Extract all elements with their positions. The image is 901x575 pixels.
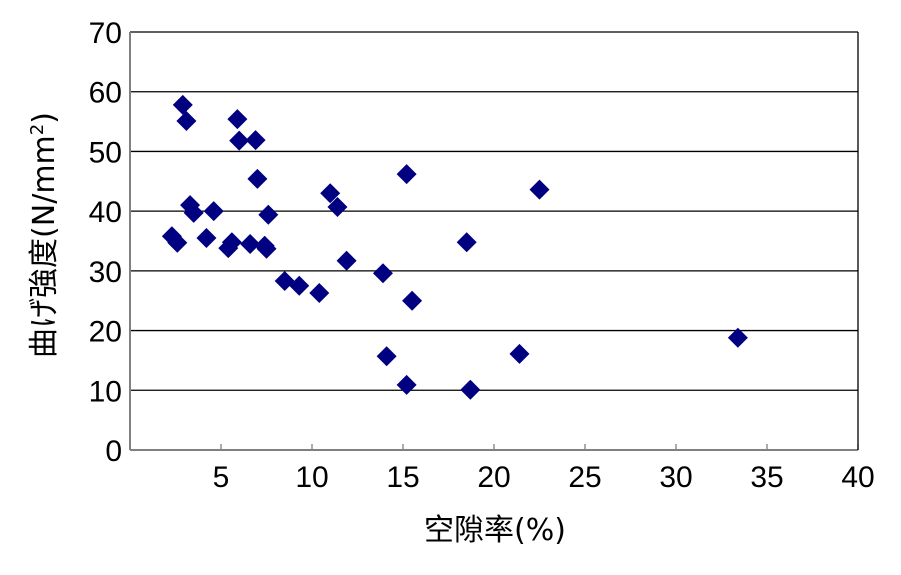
y-axis-label-suffix: )	[27, 112, 62, 124]
data-point	[167, 232, 188, 253]
x-tick-label: 35	[750, 461, 783, 494]
data-point	[229, 130, 250, 151]
data-point	[372, 263, 393, 284]
data-point	[529, 179, 550, 200]
data-point	[289, 275, 310, 296]
y-tick-label: 0	[105, 435, 122, 468]
y-tick-label: 30	[89, 256, 122, 289]
x-tick-label: 10	[295, 461, 328, 494]
data-point	[172, 94, 193, 115]
data-point	[396, 164, 417, 185]
data-point	[240, 233, 261, 254]
y-axis-label-superscript: 2	[27, 123, 48, 136]
data-point	[203, 201, 224, 222]
x-tick-label: 30	[659, 461, 692, 494]
x-tick-label: 15	[386, 461, 419, 494]
data-point	[247, 168, 268, 189]
x-tick-label: 20	[477, 461, 510, 494]
data-point	[245, 130, 266, 151]
data-point	[256, 238, 277, 259]
data-point	[258, 204, 279, 225]
data-point	[320, 183, 341, 204]
x-tick-label: 5	[213, 461, 230, 494]
data-point	[218, 238, 239, 259]
data-point	[727, 327, 748, 348]
data-point	[402, 290, 423, 311]
data-point	[327, 196, 348, 217]
y-axis-label-text: 曲げ強度(N/mm	[27, 135, 62, 358]
data-point	[509, 343, 530, 364]
data-point	[227, 109, 248, 130]
data-point	[176, 110, 197, 131]
x-axis-label: 空隙率(%)	[424, 513, 566, 548]
y-tick-label: 40	[89, 196, 122, 229]
data-point	[336, 250, 357, 271]
y-tick-label: 10	[89, 375, 122, 408]
x-tick-label: 40	[841, 461, 874, 494]
y-tick-label: 60	[89, 77, 122, 110]
y-axis-label: 曲げ強度(N/mm2)	[18, 85, 62, 385]
data-point	[309, 282, 330, 303]
data-point	[196, 228, 217, 249]
data-point	[376, 346, 397, 367]
data-point	[396, 374, 417, 395]
y-tick-label: 20	[89, 316, 122, 349]
data-point	[456, 232, 477, 253]
y-tick-label: 70	[89, 17, 122, 50]
y-tick-label: 50	[89, 136, 122, 169]
data-point	[183, 202, 204, 223]
data-point	[460, 379, 481, 400]
x-tick-label: 25	[568, 461, 601, 494]
